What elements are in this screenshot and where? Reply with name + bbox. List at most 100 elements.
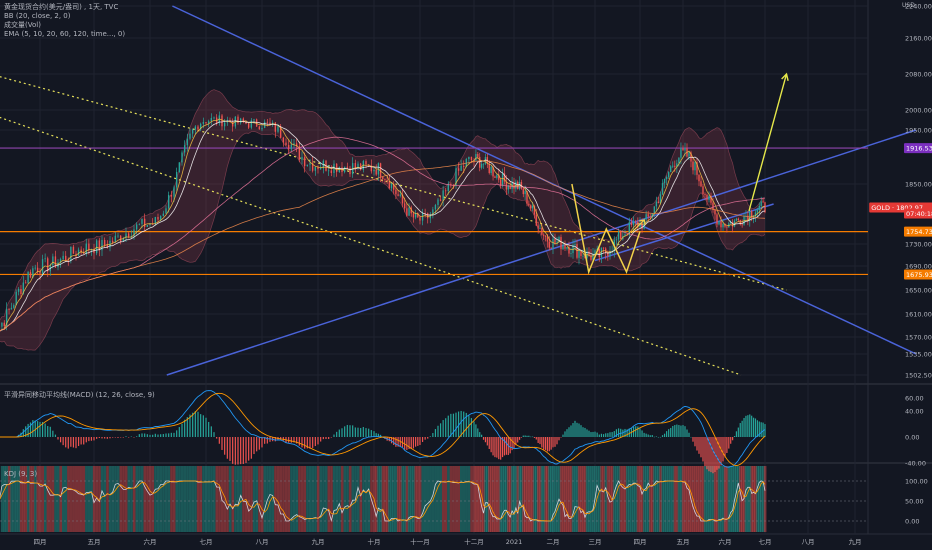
macd-histogram-bar: [666, 431, 668, 437]
macd-histogram-bar: [747, 415, 749, 437]
macd-histogram-bar: [349, 425, 351, 437]
macd-histogram-bar: [741, 420, 743, 437]
candle-body: [528, 203, 530, 206]
candle-body: [439, 199, 442, 201]
kdj-stripe: [394, 466, 398, 532]
kdj-stripe: [191, 466, 195, 532]
main-pane[interactable]: [0, 0, 868, 383]
candle-body: [649, 216, 651, 218]
macd-histogram-bar: [146, 434, 148, 437]
macd-histogram-bar: [546, 437, 549, 452]
symbol-title[interactable]: 黄金现货合约(美元/盎司) , 1天, TVC: [4, 3, 119, 11]
candle-body: [590, 255, 592, 260]
macd-histogram-bar: [70, 437, 72, 447]
candle-body: [88, 243, 90, 250]
candle-body: [52, 256, 54, 266]
macd-histogram-bar: [250, 437, 252, 459]
kdj-stripe: [709, 466, 713, 532]
kdj-stripe: [679, 466, 683, 532]
symbol-legend[interactable]: 黄金现货合约(美元/盎司) , 1天, TVC BB (20, close, 2…: [4, 3, 125, 39]
candle-body: [127, 233, 130, 237]
candle-body: [445, 190, 447, 192]
macd-histogram-bar: [517, 437, 519, 443]
candle-body: [303, 157, 306, 167]
macd-histogram-bar: [240, 437, 242, 465]
candle-body: [539, 227, 541, 229]
kdj-stripe: [95, 466, 99, 532]
kdj-stripe: [538, 466, 542, 532]
kdj-stripe: [449, 466, 453, 532]
kdj-stripe: [367, 466, 371, 532]
rising-trendline: [166, 129, 917, 376]
kdj-stripe: [61, 466, 65, 532]
macd-histogram-bar: [192, 412, 194, 437]
kdj-stripe: [699, 466, 703, 532]
candle-body: [133, 229, 135, 236]
kdj-stripe: [744, 466, 748, 532]
macd-histogram-bar: [676, 424, 678, 437]
macd-histogram-bar: [325, 437, 327, 440]
kdj-stripe: [503, 466, 506, 532]
macd-histogram-bar: [698, 437, 700, 454]
candle-body: [680, 148, 682, 158]
kdj-stripe: [36, 466, 40, 532]
kdj-stripe: [527, 466, 531, 532]
vol-legend[interactable]: 成交量(Vol): [4, 21, 41, 29]
ema-legend[interactable]: EMA (5, 10, 20, 60, 120, time..., 0): [4, 30, 126, 38]
candle-body: [20, 289, 22, 295]
kdj-stripe: [54, 466, 57, 532]
kdj-stripe: [114, 466, 117, 532]
kdj-stripe: [164, 466, 168, 532]
price-axis[interactable]: 2240.00 2160.00 2080.00 2000.00 1950.00 1850.…: [905, 3, 932, 526]
kdj-stripe: [282, 466, 285, 532]
candle-body: [424, 213, 426, 214]
kdj-legend[interactable]: KDJ (9, 3): [4, 470, 38, 478]
kdj-stripe: [628, 466, 631, 532]
candle-body: [221, 115, 223, 127]
macd-histogram-bar: [582, 427, 584, 437]
macd-histogram-bar: [357, 427, 359, 437]
kdj-stripe: [327, 466, 331, 532]
macd-histogram-bar: [427, 437, 429, 439]
candle-body: [661, 183, 664, 195]
macd-histogram-bar: [232, 437, 234, 464]
macd-histogram-bar: [152, 434, 154, 437]
macd-histogram-bar: [637, 426, 639, 437]
candle-body: [427, 213, 429, 219]
macd-histogram-bar: [663, 433, 666, 437]
macd-histogram-bar: [528, 435, 530, 437]
kdj-stripe: [418, 466, 422, 532]
candle-body: [463, 165, 465, 167]
kdj-stripe: [263, 466, 267, 532]
kdj-stripe: [116, 466, 120, 532]
kdj-stripe: [85, 466, 88, 532]
macd-histogram-bar: [708, 437, 710, 472]
kdj-pane[interactable]: [0, 464, 868, 534]
kdj-stripe: [606, 466, 610, 532]
macd-histogram-bar: [344, 426, 346, 437]
kdj-stripe: [501, 466, 505, 532]
macd-histogram-bar: [743, 417, 745, 437]
macd-histogram-bar: [668, 429, 670, 437]
time-axis[interactable]: 四月 五月 六月 七月 八月 九月 十月 十一月 十二月 2021 二月 三月 四月 五月 六月 七月 八月 九月: [34, 537, 862, 546]
macd-histogram-bar: [224, 437, 226, 455]
kdj-stripe: [549, 466, 553, 532]
candle-body: [582, 255, 584, 257]
candle-body: [245, 122, 247, 124]
kdj-stripe: [452, 466, 455, 532]
candle-body: [410, 207, 412, 214]
candle-body: [36, 267, 39, 272]
candle-body: [756, 209, 759, 213]
candle-body: [365, 161, 367, 165]
kdj-background-stripes: [0, 466, 767, 532]
macd-legend[interactable]: 平滑异同移动平均线(MACD) (12, 26, close, 9): [4, 391, 155, 399]
candle-body: [620, 231, 622, 240]
macd-histogram-bar: [622, 429, 624, 437]
candle-body: [580, 250, 582, 256]
candle-body: [694, 162, 696, 171]
macd-histogram-bar: [520, 437, 523, 438]
kdj-stripe: [290, 466, 293, 532]
bb-legend[interactable]: BB (20, close, 2, 0): [4, 12, 71, 20]
macd-histogram-bar: [306, 437, 308, 449]
